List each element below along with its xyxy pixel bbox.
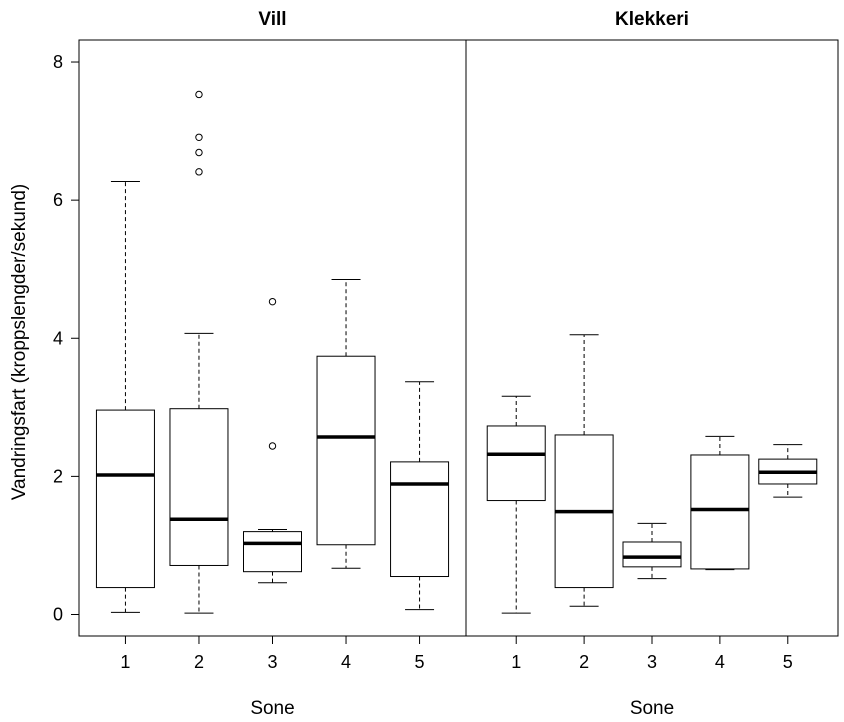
iqr-box (390, 461, 450, 578)
panel-title: Vill (258, 9, 286, 30)
iqr-box (486, 425, 546, 502)
y-tick-label: 6 (53, 190, 63, 210)
y-axis: 0 2 4 6 8 (53, 52, 80, 625)
x-axis-title: Sone (630, 698, 674, 719)
y-axis-title: Vandringsfart (kroppslengder/sekund) (9, 184, 30, 501)
x-axis-title: Sone (250, 698, 294, 719)
outlier-point (195, 168, 203, 176)
x-tick-label: 3 (647, 652, 657, 672)
x-tick-label: 1 (511, 652, 521, 672)
x-tick-label: 5 (415, 652, 425, 672)
box-5 (758, 444, 818, 498)
x-tick-label: 5 (783, 652, 793, 672)
outlier-point (268, 297, 277, 306)
box-3 (622, 522, 682, 580)
iqr-box (690, 454, 750, 570)
iqr-box (169, 408, 229, 566)
iqr-box (95, 409, 155, 589)
y-tick-label: 2 (53, 466, 63, 486)
box-1 (486, 395, 546, 614)
outlier-point (195, 90, 203, 99)
y-tick-label: 4 (53, 328, 63, 348)
y-tick-label: 0 (53, 605, 63, 625)
outlier-point (195, 148, 203, 157)
panel-vill: Vill 1 2 3 4 5 Sone (78, 9, 467, 719)
panel-title: Klekkeri (615, 9, 689, 30)
box-2 (554, 334, 614, 607)
outlier-point (268, 442, 277, 450)
box-5 (390, 381, 450, 611)
x-tick-label: 4 (341, 652, 351, 672)
x-tick-label: 2 (194, 652, 204, 672)
box-1 (95, 180, 155, 613)
x-tick-label: 1 (120, 652, 130, 672)
box-3 (243, 297, 302, 584)
box-4 (690, 435, 750, 571)
panel-klekkeri: Klekkeri 1 2 3 4 5 Sone (465, 9, 839, 719)
box-2 (169, 90, 229, 614)
y-tick-label: 8 (53, 52, 63, 72)
iqr-box (243, 531, 302, 573)
x-tick-label: 2 (579, 652, 589, 672)
outlier-point (195, 133, 203, 141)
x-tick-label: 4 (715, 652, 725, 672)
iqr-box (316, 355, 376, 546)
x-tick-label: 3 (267, 652, 277, 672)
iqr-box (622, 541, 682, 568)
panels-layer: Vill 1 2 3 4 5 Sone Klekkeri 1 2 3 4 5 Sone (78, 9, 839, 719)
box-4 (316, 279, 376, 569)
